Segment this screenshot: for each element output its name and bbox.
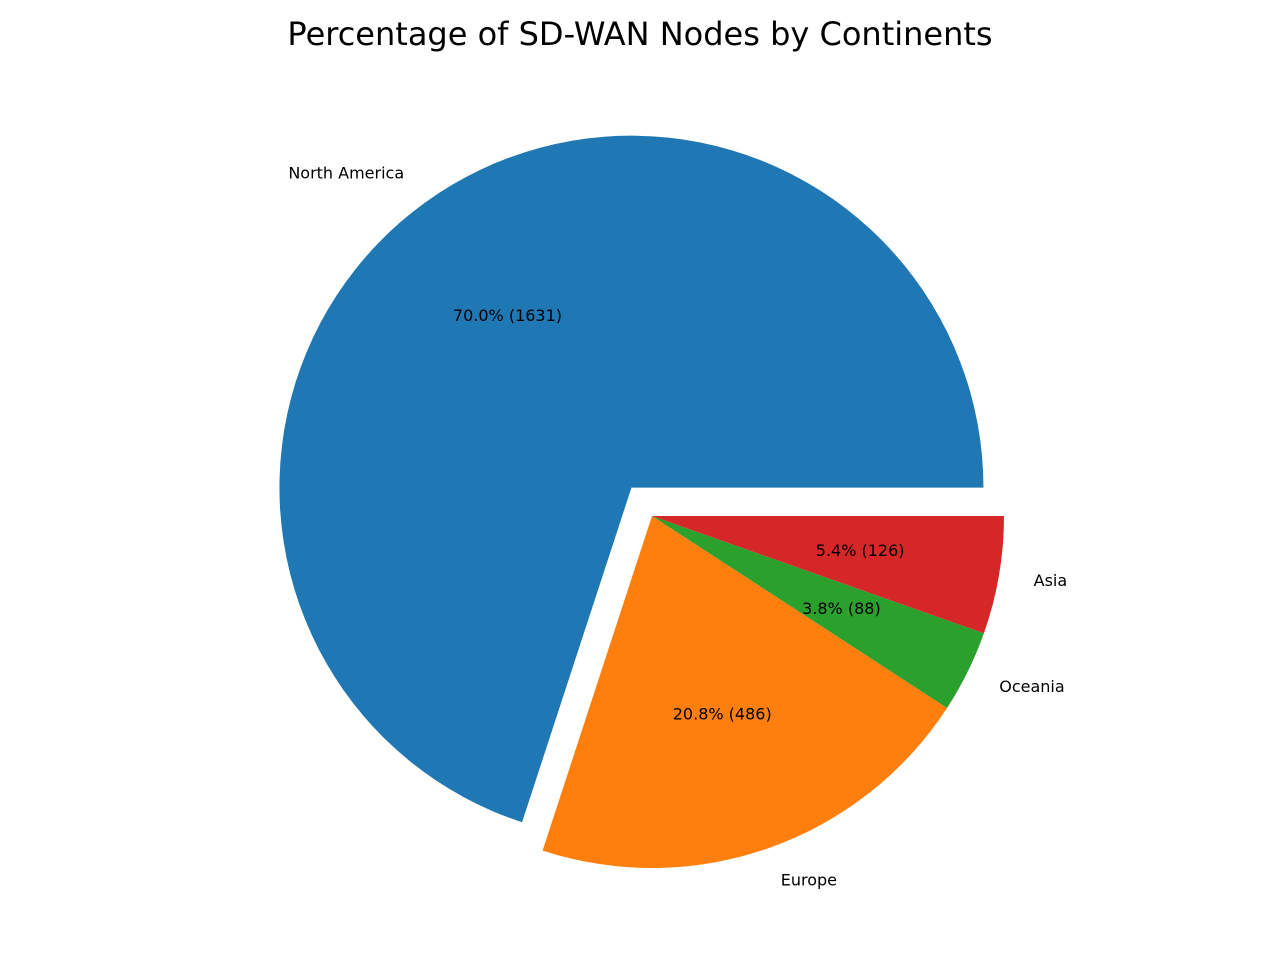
percent-label-north-america: 70.0% (1631) xyxy=(453,306,562,325)
slice-label-oceania: Oceania xyxy=(999,677,1064,696)
pie-slice-north-america xyxy=(279,135,984,823)
pie-slice-oceania xyxy=(652,516,984,708)
percent-label-asia: 5.4% (126) xyxy=(816,541,905,560)
chart-title: Percentage of SD-WAN Nodes by Continents xyxy=(287,15,992,53)
pie-slice-asia xyxy=(652,516,1004,634)
percent-label-europe: 20.8% (486) xyxy=(673,705,772,724)
slice-label-asia: Asia xyxy=(1034,571,1068,590)
pie-labels: North America 70.0% (1631) Europe 20.8% (48… xyxy=(288,164,1067,890)
slice-label-europe: Europe xyxy=(781,871,837,890)
slice-label-north-america: North America xyxy=(288,164,404,183)
pie-slice-europe xyxy=(542,516,948,869)
percent-label-oceania: 3.8% (88) xyxy=(802,599,881,618)
pie-slices xyxy=(279,135,1004,869)
